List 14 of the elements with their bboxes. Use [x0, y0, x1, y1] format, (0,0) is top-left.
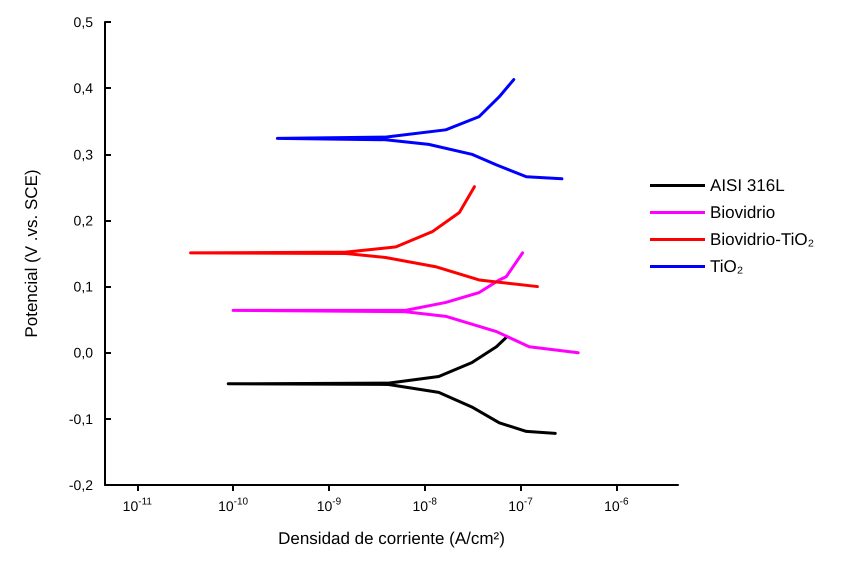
y-tick-label: -0,1	[68, 410, 94, 427]
y-axis-title: Potencial (V .vs. SCE)	[22, 169, 41, 338]
legend-label: Biovidrio-TiO₂	[710, 230, 814, 249]
x-axis-title: Densidad de corriente (A/cm²)	[278, 529, 505, 548]
y-tick-label: -0,2	[68, 477, 94, 493]
y-tick-label: 0,4	[74, 80, 94, 96]
y-tick-label: 0,1	[74, 278, 94, 295]
y-tick-label: 0,0	[74, 344, 94, 361]
legend-label: Biovidrio	[710, 203, 776, 222]
y-tick-label: 0,5	[74, 14, 94, 30]
y-tick-label: 0,3	[74, 146, 94, 162]
y-tick-label: 0,2	[74, 212, 94, 228]
legend-label: AISI 316L	[710, 176, 785, 195]
legend-label: TiO₂	[710, 257, 744, 276]
